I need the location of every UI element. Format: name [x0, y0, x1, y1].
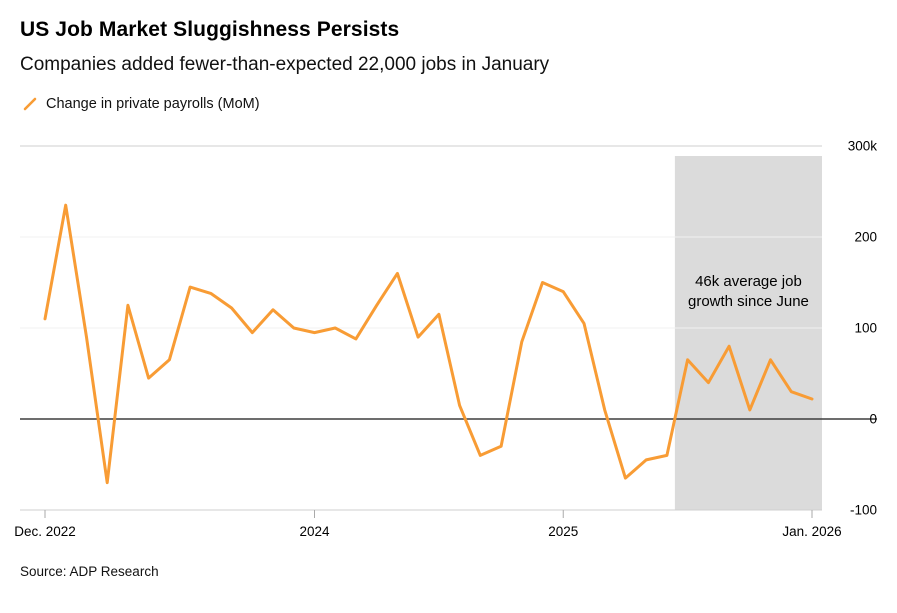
- highlight-band-since-june: [674, 156, 822, 510]
- payrolls-line-chart: 46k average job growth since June 300k 200 1…: [14, 139, 878, 540]
- chart-subtitle: Companies added fewer-than-expected 22,0…: [20, 54, 550, 75]
- y-axis-label: 100: [854, 321, 877, 336]
- x-axis-label: Dec. 2022: [14, 524, 76, 539]
- band-annotation-line: 46k average job: [695, 273, 802, 290]
- payrolls-series-line: [43, 203, 814, 485]
- legend-slash-icon: [22, 96, 38, 112]
- x-axis-label: 2024: [299, 524, 330, 539]
- band-annotation-line: growth since June: [688, 293, 809, 310]
- source-credit: Source: ADP Research: [20, 564, 159, 579]
- chart-legend: Change in private payrolls (MoM): [22, 96, 877, 112]
- legend-label: Change in private payrolls (MoM): [46, 96, 260, 112]
- y-axis-label: 0: [869, 412, 877, 427]
- x-axis-label: 2025: [548, 524, 578, 539]
- y-axis-label: 200: [854, 230, 877, 245]
- page-title: US Job Market Sluggishness Persists: [20, 18, 400, 41]
- y-axis-label: -100: [850, 503, 877, 518]
- x-axis-label: Jan. 2026: [782, 524, 841, 539]
- y-axis-label: 300k: [848, 139, 878, 154]
